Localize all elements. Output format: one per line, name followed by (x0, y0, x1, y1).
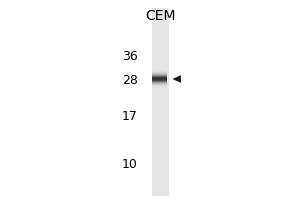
Text: CEM: CEM (145, 9, 176, 23)
Text: 36: 36 (122, 49, 138, 62)
Bar (152, 8, 169, 196)
Polygon shape (172, 75, 181, 83)
Text: 10: 10 (122, 158, 138, 170)
Text: 17: 17 (122, 110, 138, 122)
Text: 28: 28 (122, 73, 138, 86)
